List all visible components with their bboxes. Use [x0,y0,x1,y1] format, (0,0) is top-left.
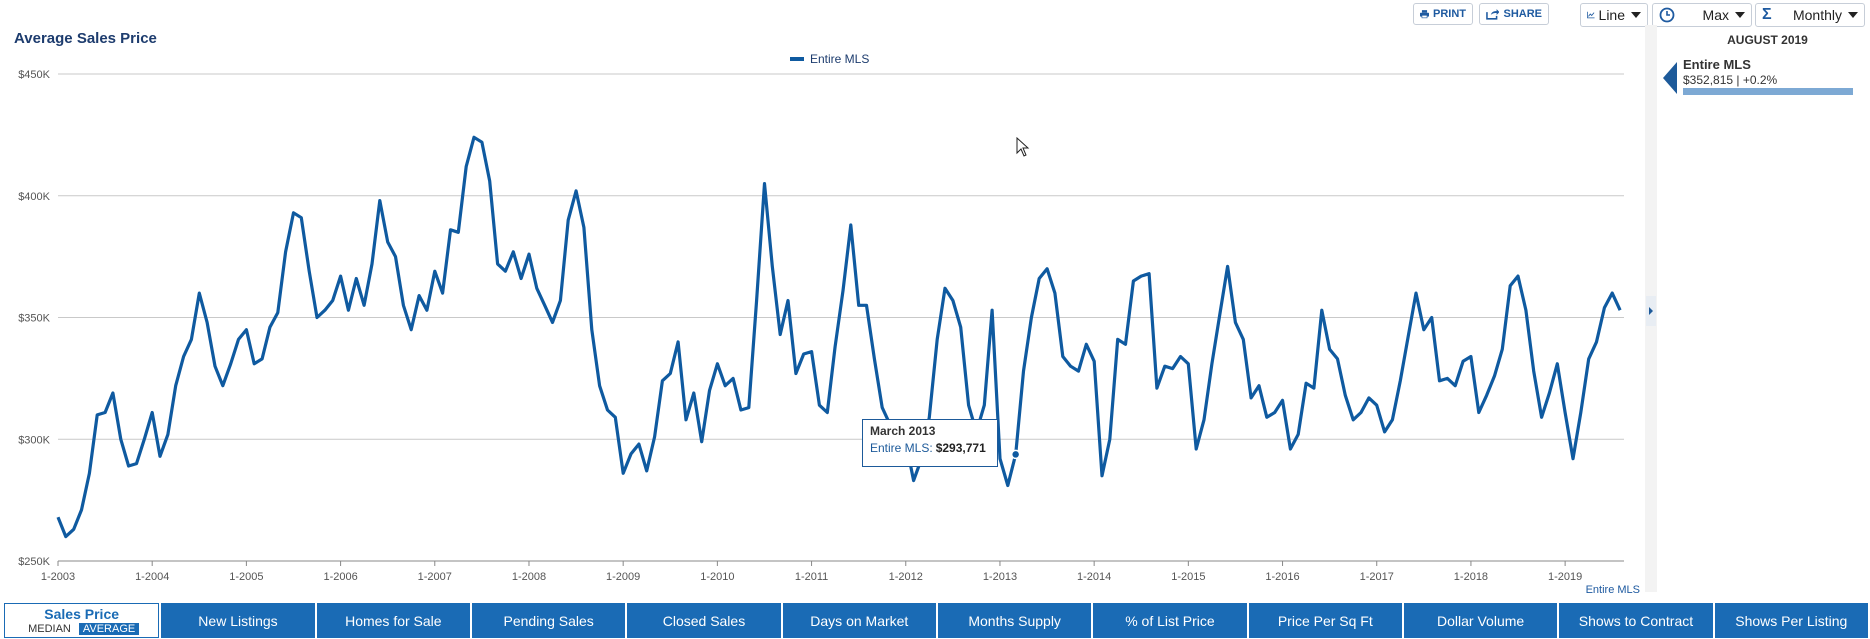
tab-sub-options: MEDIAN AVERAGE [24,623,140,635]
printer-icon [1420,10,1429,19]
tab-months-supply[interactable]: Months Supply [937,603,1092,638]
x-corner-label: Entire MLS [1586,584,1640,596]
chevron-right-icon [1649,307,1653,315]
x-tick-label: 1-2011 [795,571,828,583]
chart-type-value: Line [1598,7,1625,23]
x-tick-label: 1-2010 [700,571,734,583]
chart-type-select[interactable]: Line [1580,3,1648,27]
tab-sales-price[interactable]: Sales Price MEDIAN AVERAGE [4,603,160,638]
y-tick-label: $250K [18,556,50,568]
sigma-icon: Σ [1762,6,1772,23]
y-tick-label: $400K [18,191,50,203]
share-label: SHARE [1503,8,1542,20]
tab-closed-sales[interactable]: Closed Sales [627,603,781,638]
chart-tooltip: March 2013 Entire MLS: $293,771 [862,419,998,467]
panel-series-value: $352,815 | +0.2% [1683,73,1778,87]
x-tick-label: 1-2003 [41,571,75,583]
x-tick-label: 1-2004 [135,571,169,583]
range-value: Max [1702,7,1729,23]
x-tick-label: 1-2015 [1171,571,1205,583]
tab-days-on-market[interactable]: Days on Market [782,603,936,638]
tooltip-series: Entire MLS: [870,441,933,455]
range-select[interactable]: Max [1652,3,1752,27]
tab-new-listings[interactable]: New Listings [161,603,315,638]
metric-tabs: Sales Price MEDIAN AVERAGE New Listings Home… [4,603,1868,638]
triangle-left-icon [1663,62,1677,94]
tab-label: Sales Price [44,606,120,622]
share-icon [1486,9,1500,20]
interval-select[interactable]: Σ Monthly [1755,3,1865,27]
chevron-down-icon [1848,12,1858,18]
tab-label: New Listings [198,612,278,629]
tab-label: Months Supply [968,612,1061,629]
x-tick-label: 1-2007 [418,571,452,583]
x-tick-label: 1-2017 [1360,571,1394,583]
clock-icon [1659,7,1675,23]
chevron-down-icon [1735,12,1745,18]
x-tick-label: 1-2019 [1548,571,1582,583]
collapse-handle[interactable] [1646,296,1656,326]
tab-label: Days on Market [810,612,909,629]
x-tick-label: 1-2005 [229,571,263,583]
tab-pending-sales[interactable]: Pending Sales [471,603,626,638]
tooltip-title: March 2013 [870,424,936,438]
line-chart: $250K $300K $350K $400K $450K 1-2003 1-2004 1-2… [18,52,1640,596]
line-chart-icon [1587,11,1595,19]
panel-series-name: Entire MLS [1683,57,1751,72]
tab-of-list-price[interactable]: % of List Price [1093,603,1247,638]
tooltip-value: $293,771 [935,441,986,455]
interval-value: Monthly [1792,7,1842,23]
mouse-cursor-icon [1016,137,1030,157]
print-label: PRINT [1433,8,1466,20]
print-button[interactable]: PRINT [1413,3,1473,25]
x-tick-label: 1-2012 [889,571,923,583]
x-tick-label: 1-2008 [512,571,546,583]
x-tick-label: 1-2018 [1454,571,1488,583]
x-tick-label: 1-2016 [1265,571,1299,583]
tab-label: Shows Per Listing [1735,612,1848,629]
legend-label: Entire MLS [810,52,869,66]
x-tick-label: 1-2006 [323,571,357,583]
x-tick-label: 1-2014 [1077,571,1111,583]
x-tick-label: 1-2013 [983,571,1017,583]
tab-label: Homes for Sale [345,612,442,629]
tab-dollar-volume[interactable]: Dollar Volume [1403,603,1558,638]
tab-sub-option-median[interactable]: MEDIAN [28,623,71,635]
panel-month: AUGUST 2019 [1727,33,1808,47]
tab-label: Price Per Sq Ft [1277,612,1373,629]
chart-title: Average Sales Price [14,30,157,47]
chevron-down-icon [1631,12,1641,18]
tab-label: % of List Price [1125,612,1215,629]
tab-label: Dollar Volume [1437,612,1525,629]
y-tick-label: $350K [18,313,50,325]
tooltip-row: Entire MLS: $293,771 [870,441,990,455]
y-tick-label: $300K [18,434,50,446]
tab-homes-for-sale[interactable]: Homes for Sale [316,603,470,638]
tab-shows-to-contract[interactable]: Shows to Contract [1559,603,1713,638]
panel-value-bar [1683,88,1853,95]
tab-label: Shows to Contract [1578,612,1694,629]
tab-label: Pending Sales [503,612,594,629]
tab-label: Closed Sales [662,612,746,629]
tab-price-per-sq-ft[interactable]: Price Per Sq Ft [1248,603,1402,638]
y-tick-label: $450K [18,69,50,81]
tab-shows-per-listing[interactable]: Shows Per Listing [1714,603,1868,638]
x-tick-label: 1-2009 [606,571,640,583]
series-line-entire-mls [56,135,1622,539]
share-button[interactable]: SHARE [1479,3,1549,25]
highlight-point [1010,449,1021,460]
tab-sub-option-average[interactable]: AVERAGE [78,623,140,635]
